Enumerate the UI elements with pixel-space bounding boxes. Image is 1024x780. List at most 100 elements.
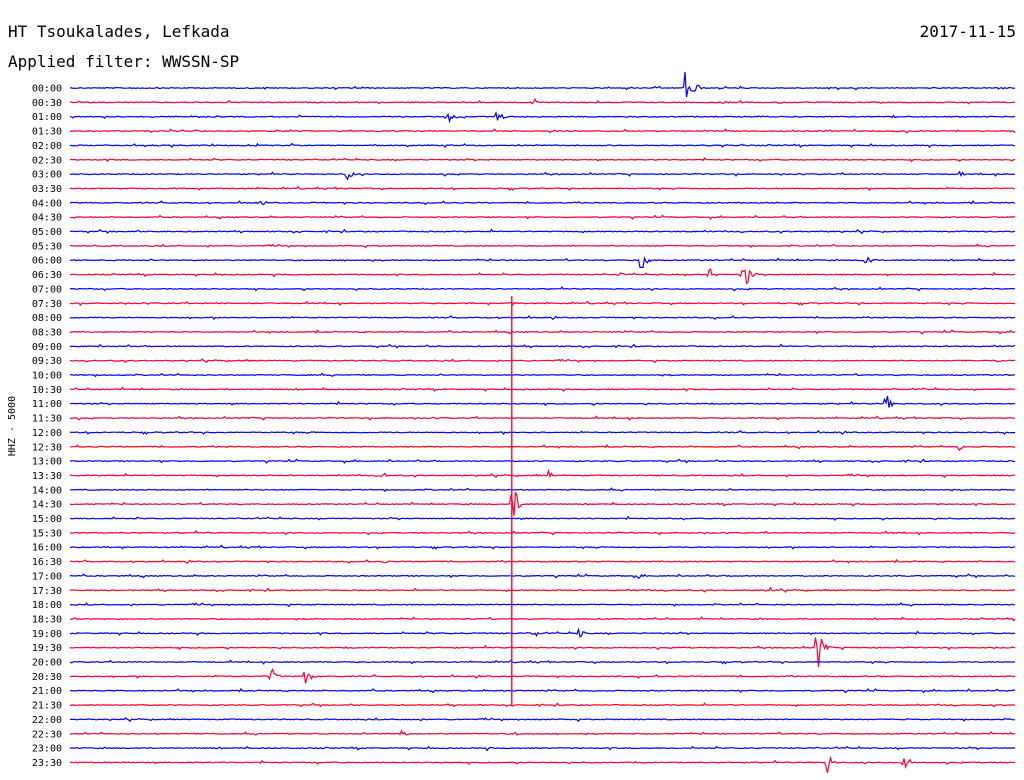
trace-2330 bbox=[69, 755, 1016, 773]
trace-1200 bbox=[69, 429, 1015, 435]
time-label: 07:30 bbox=[32, 299, 62, 310]
trace-2100 bbox=[69, 687, 1016, 694]
trace-2000 bbox=[69, 659, 1016, 665]
y-axis-label: HHZ - 5000 bbox=[7, 396, 18, 456]
time-label: 03:30 bbox=[32, 184, 62, 195]
trace-1730 bbox=[69, 586, 1016, 593]
time-label: 12:30 bbox=[32, 442, 62, 453]
time-label: 06:00 bbox=[32, 256, 62, 267]
trace-0800 bbox=[69, 315, 1016, 321]
time-label: 02:00 bbox=[32, 141, 62, 152]
time-label: 00:30 bbox=[32, 98, 62, 109]
time-label: 08:30 bbox=[32, 327, 62, 338]
trace-1400 bbox=[70, 487, 1016, 493]
trace-1800 bbox=[69, 602, 1015, 608]
trace-1600 bbox=[69, 544, 1016, 550]
time-label: 16:00 bbox=[32, 543, 62, 554]
trace-0900 bbox=[69, 343, 1016, 349]
trace-0500 bbox=[69, 228, 1016, 235]
time-label: 09:30 bbox=[32, 356, 62, 367]
trace-1900 bbox=[69, 627, 1016, 638]
time-label: 23:00 bbox=[32, 744, 62, 755]
trace-0030 bbox=[69, 97, 1016, 105]
time-label: 20:30 bbox=[32, 672, 62, 683]
time-label: 00:00 bbox=[32, 84, 62, 95]
time-label: 05:00 bbox=[32, 227, 62, 238]
time-label: 19:30 bbox=[32, 643, 62, 654]
trace-2130 bbox=[69, 702, 1016, 708]
time-label: 01:00 bbox=[32, 112, 62, 123]
time-label: 13:00 bbox=[32, 457, 62, 468]
trace-0930 bbox=[69, 358, 1015, 364]
time-label: 15:00 bbox=[32, 514, 62, 525]
time-label: 16:30 bbox=[32, 557, 62, 568]
trace-0830 bbox=[69, 329, 1016, 335]
time-label: 18:00 bbox=[32, 600, 62, 611]
trace-1630 bbox=[69, 558, 1016, 565]
time-label: 22:00 bbox=[32, 715, 62, 726]
trace-0600 bbox=[69, 255, 1016, 269]
time-labels-layer: 00:00 00:30 01:00 01:30 02:00 02:30 03:00 03:30… bbox=[32, 84, 62, 769]
trace-1300 bbox=[69, 458, 1016, 464]
trace-1700 bbox=[69, 573, 1015, 579]
time-label: 21:30 bbox=[32, 701, 62, 712]
trace-0730 bbox=[69, 300, 1016, 307]
time-label: 06:30 bbox=[32, 270, 62, 281]
time-label: 04:00 bbox=[32, 198, 62, 209]
time-label: 09:00 bbox=[32, 342, 62, 353]
time-label: 22:30 bbox=[32, 729, 62, 740]
time-label: 14:00 bbox=[32, 485, 62, 496]
station-title: HT Tsoukalades, Lefkada bbox=[8, 22, 230, 41]
time-label: 23:30 bbox=[32, 758, 62, 769]
time-label: 21:00 bbox=[32, 686, 62, 697]
trace-1100 bbox=[70, 395, 1016, 408]
trace-1500 bbox=[69, 515, 1016, 522]
trace-1230 bbox=[70, 444, 1015, 452]
trace-1430 bbox=[69, 491, 1016, 516]
trace-1830 bbox=[69, 616, 1016, 622]
time-label: 12:00 bbox=[32, 428, 62, 439]
time-label: 17:00 bbox=[32, 571, 62, 582]
trace-2200 bbox=[70, 716, 1016, 723]
trace-0700 bbox=[69, 286, 1016, 292]
trace-0430 bbox=[69, 214, 1016, 220]
time-label: 10:30 bbox=[32, 385, 62, 396]
filter-label: Applied filter: WWSSN-SP bbox=[8, 52, 240, 71]
trace-1130 bbox=[69, 415, 1016, 421]
trace-1330 bbox=[69, 468, 1016, 479]
time-label: 10:00 bbox=[32, 371, 62, 382]
time-label: 18:30 bbox=[32, 614, 62, 625]
trace-0630 bbox=[69, 268, 1016, 285]
time-label: 02:30 bbox=[32, 155, 62, 166]
trace-0400 bbox=[69, 200, 1016, 206]
time-label: 05:30 bbox=[32, 241, 62, 252]
trace-0100 bbox=[69, 110, 1016, 124]
time-label: 03:00 bbox=[32, 170, 62, 181]
trace-0000 bbox=[69, 72, 1016, 98]
trace-1530 bbox=[69, 530, 1016, 536]
trace-2030 bbox=[69, 667, 1016, 684]
trace-0200 bbox=[69, 142, 1016, 149]
traces-layer bbox=[69, 72, 1016, 773]
trace-0130 bbox=[69, 128, 1016, 134]
time-label: 11:30 bbox=[32, 414, 62, 425]
trace-2230 bbox=[69, 729, 1016, 736]
date-label: 2017-11-15 bbox=[919, 22, 1016, 41]
time-label: 14:30 bbox=[32, 500, 62, 511]
trace-0330 bbox=[69, 185, 1016, 192]
trace-2300 bbox=[70, 745, 1016, 752]
time-label: 13:30 bbox=[32, 471, 62, 482]
trace-1030 bbox=[69, 386, 1015, 393]
time-label: 15:30 bbox=[32, 528, 62, 539]
trace-0230 bbox=[69, 156, 1016, 163]
trace-0530 bbox=[69, 243, 1016, 249]
time-label: 04:30 bbox=[32, 213, 62, 224]
time-label: 01:30 bbox=[32, 127, 62, 138]
trace-0300 bbox=[69, 170, 1016, 181]
time-label: 07:00 bbox=[32, 284, 62, 295]
time-label: 19:00 bbox=[32, 629, 62, 640]
trace-1930 bbox=[69, 637, 1016, 668]
time-label: 17:30 bbox=[32, 586, 62, 597]
time-label: 11:00 bbox=[32, 399, 62, 410]
